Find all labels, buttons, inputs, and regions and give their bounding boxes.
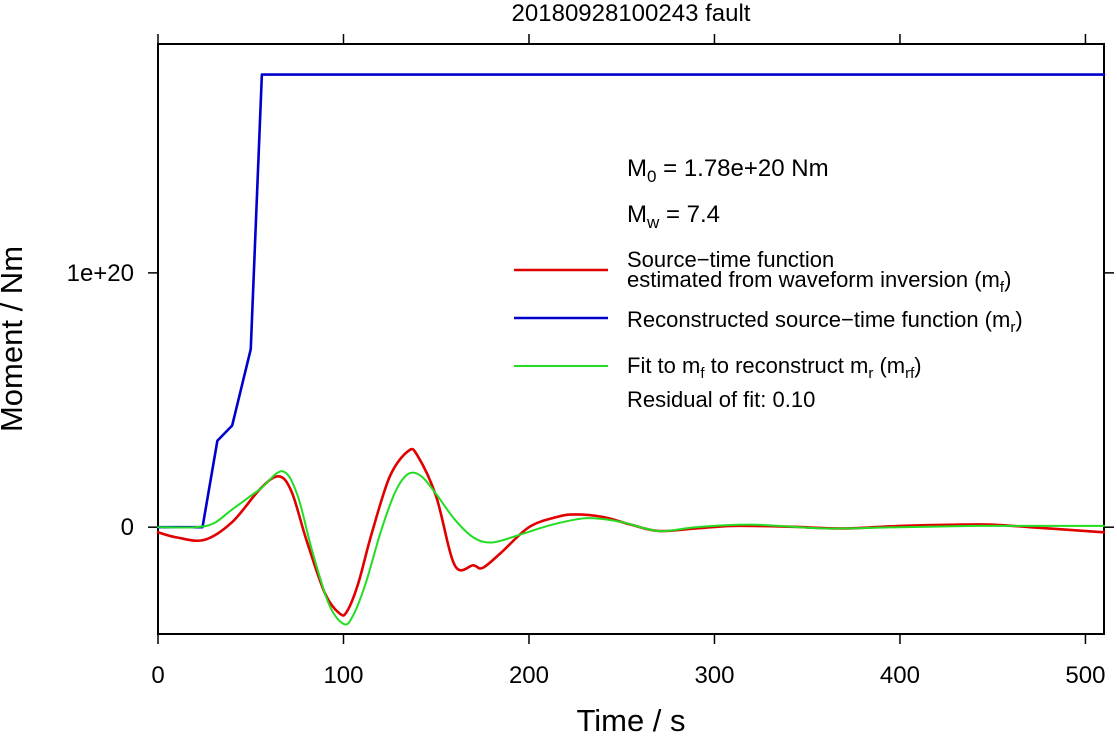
x-tick-label: 200 [509,662,549,689]
mw-rest: = 7.4 [659,201,720,228]
x-tick-label: 400 [880,662,920,689]
green-fit-line [157,470,1105,626]
legend-blue-text: Reconstructed source−time function (m [627,307,1010,332]
mw-sub: w [646,213,660,232]
x-tick-label: 0 [151,662,164,689]
m0-annotation: M0 = 1.78e+20 Nm [627,155,829,186]
y-axis-label: Moment / Nm [0,246,29,432]
legend-green-sub1: f [700,365,705,382]
blue-reconstructed-line [156,73,1106,529]
y-tick-label: 0 [121,514,134,541]
legend-red-line1: Source−time function [627,247,834,272]
y-tick-label: 1e+20 [67,260,134,287]
plot-frame [157,43,1105,635]
legend-blue-line1: Reconstructed source−time function (mr) [627,307,1023,336]
m0-rest: = 1.78e+20 Nm [656,155,828,182]
legend-red-line2-sub: f [1000,279,1005,296]
legend-green-sub2: r [868,365,873,382]
residual-annotation: Residual of fit: 0.10 [627,387,815,412]
legend-green-sub3: rf [905,365,915,382]
legend-blue-end: ) [1015,307,1022,332]
x-axis-label: Time / s [576,703,685,736]
legend-blue-sub: r [1010,319,1015,336]
legend-red-line2-text: estimated from waveform inversion (m [627,267,1000,292]
x-tick-label: 100 [323,662,363,689]
m0-sub: 0 [647,167,656,186]
x-tick-label: 300 [694,662,734,689]
legend-green-mid: to reconstruct m [705,353,869,378]
ticks-layer: 0 100 200 300 400 500 0 1e+20 [67,34,1114,689]
x-tick-label: 500 [1065,662,1105,689]
chart-title: 20180928100243 fault [512,0,751,27]
legend: Source−time function estimated from wave… [514,247,1023,412]
mw-base: M [627,201,647,228]
legend-red-line2: estimated from waveform inversion (mf) [627,267,1011,296]
legend-green-line1: Fit to mf to reconstruct mr (mrf) [627,353,922,382]
mw-annotation: Mw = 7.4 [627,201,720,232]
legend-green-end: ) [914,353,921,378]
m0-base: M [627,155,647,182]
legend-green-mid2: (m [873,353,905,378]
series-layer [156,73,1106,626]
red-source-time-line [156,447,1106,617]
legend-green-text: Fit to m [627,353,700,378]
legend-red-line2-end: ) [1004,267,1011,292]
